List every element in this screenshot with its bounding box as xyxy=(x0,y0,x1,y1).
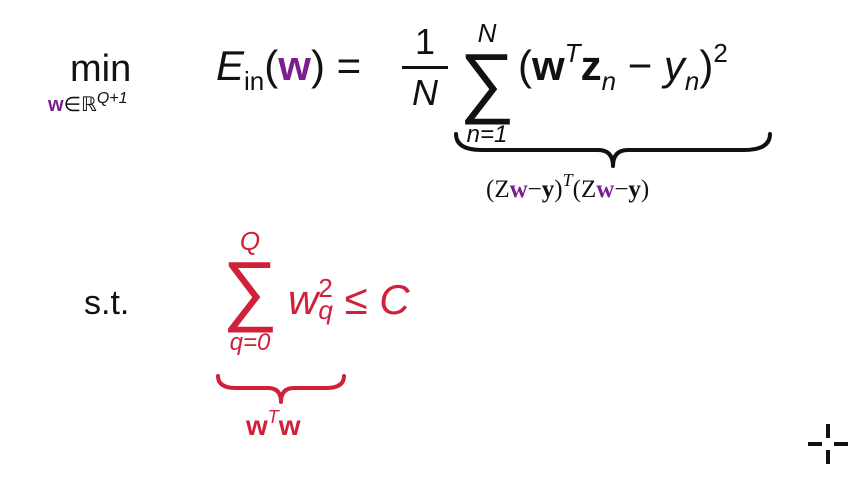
fraction-1-over-N: 1 N xyxy=(400,22,450,113)
label-transpose: T xyxy=(562,170,573,190)
label-minus-1: − xyxy=(527,176,542,203)
equals-sign: = xyxy=(336,42,362,89)
summand-y: y xyxy=(663,42,685,89)
lhs-close-paren: ) xyxy=(310,42,325,89)
summand-power: 2 xyxy=(713,38,728,68)
fraction-bar xyxy=(402,66,448,69)
label-paren-Z-2: (Z xyxy=(572,176,597,203)
crosshair-icon xyxy=(808,424,848,464)
wTw-w2: w xyxy=(278,410,301,441)
label-w-1: w xyxy=(509,176,528,203)
min-operator: min xyxy=(70,48,132,90)
sum-upper-limit: N xyxy=(477,18,497,48)
lhs-open-paren: ( xyxy=(264,42,279,89)
constraint-sum-lower: q=0 xyxy=(229,329,271,356)
label-w-2: w xyxy=(596,176,615,203)
objective-sum: N ∑ n=1 xyxy=(452,18,522,149)
summand-minus: − xyxy=(627,42,653,89)
label-close-1: ) xyxy=(554,176,563,203)
constraint-sigma-symbol: ∑ xyxy=(222,245,278,333)
constraint-w-exp: 2 xyxy=(318,272,333,303)
underbrace-objective xyxy=(454,132,772,168)
label-y-2: y xyxy=(628,176,641,203)
constraint-C: C xyxy=(379,276,410,323)
min-sub-w: w xyxy=(48,94,64,116)
constraint-sum: Q ∑ q=0 xyxy=(214,226,286,357)
E-symbol: E xyxy=(216,42,245,89)
constraint-sum-upper: Q xyxy=(239,226,261,256)
label-y-1: y xyxy=(541,176,555,203)
min-subscript: w∈ℝQ+1 xyxy=(48,90,128,117)
summand-close-paren: ) xyxy=(699,42,714,89)
summand-open-paren: ( xyxy=(518,42,532,89)
fraction-numerator: 1 xyxy=(414,21,436,62)
wTw-label: wTw xyxy=(246,407,301,442)
lhs-w: w xyxy=(278,42,311,89)
leq-sign: ≤ xyxy=(344,276,368,323)
fraction-denominator: N xyxy=(412,72,438,113)
sum-lower-limit: n=1 xyxy=(466,121,508,148)
summand-transpose: T xyxy=(564,38,581,68)
label-close-2: ) xyxy=(640,176,650,203)
min-sub-in: ∈ℝ xyxy=(63,94,97,116)
objective-lhs: Ein(w) = xyxy=(216,42,362,96)
summand-y-sub: n xyxy=(684,66,700,96)
objective-summand: (wTzn − yn)2 xyxy=(518,38,728,96)
underbrace-constraint xyxy=(216,374,346,404)
label-minus-2: − xyxy=(614,176,629,203)
E-in-subscript: in xyxy=(244,66,265,96)
matrix-form-label: (Zw−y)T(Zw−y) xyxy=(486,170,650,204)
wTw-w1: w xyxy=(246,410,268,441)
subject-to-label: s.t. xyxy=(84,284,130,322)
label-paren-Z-1: (Z xyxy=(486,176,510,203)
constraint-w: w xyxy=(288,276,319,323)
summand-w: w xyxy=(532,42,565,89)
min-sub-dim: Q+1 xyxy=(96,90,128,107)
sigma-symbol: ∑ xyxy=(459,37,515,125)
constraint-w-sub: q xyxy=(318,294,333,325)
wTw-transpose: T xyxy=(267,407,279,427)
summand-z: z xyxy=(580,42,602,89)
summand-z-sub: n xyxy=(601,66,617,96)
